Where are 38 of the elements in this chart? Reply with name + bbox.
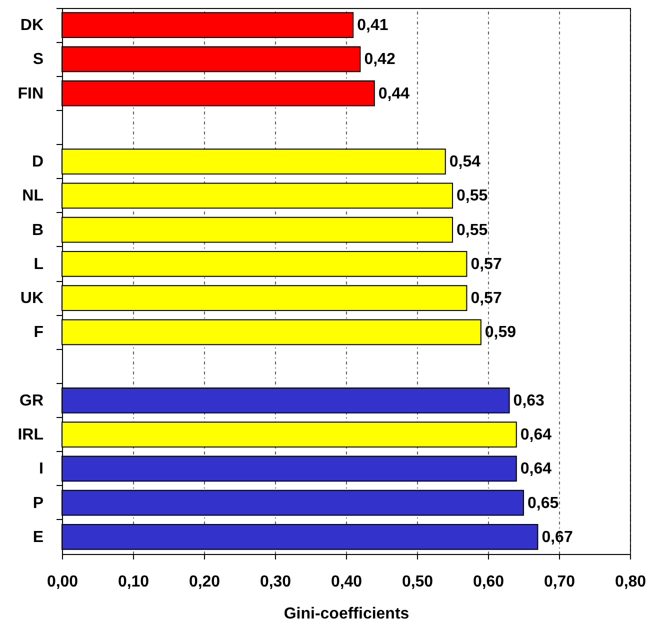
data-label: 0,55 — [456, 222, 488, 239]
y-tick-label: IRL — [18, 426, 44, 444]
y-tick-label: E — [32, 528, 44, 546]
data-label: 0,55 — [456, 188, 488, 205]
y-tick-label: NL — [22, 188, 44, 205]
x-tick-label: 0,70 — [544, 574, 576, 590]
y-tick-label: F — [34, 324, 44, 342]
x-tick-label: 0,20 — [188, 574, 220, 590]
y-tick-label: UK — [20, 290, 44, 308]
data-label: 0,59 — [484, 324, 516, 342]
data-label: 0,64 — [520, 460, 552, 478]
data-label: 0,54 — [449, 154, 481, 171]
data-label: 0,44 — [378, 85, 410, 102]
x-tick-label: 0,00 — [46, 574, 78, 590]
y-tick-label: D — [32, 154, 44, 171]
y-tick-label: GR — [20, 392, 44, 410]
y-tick-label: P — [32, 494, 44, 512]
x-tick-label: 0,50 — [402, 574, 434, 590]
x-tick-label: 0,30 — [260, 574, 292, 590]
data-label: 0,41 — [357, 17, 388, 34]
x-tick-label: 0,10 — [118, 574, 150, 590]
x-tick-label: 0,80 — [614, 574, 646, 590]
x-tick-label: 0,40 — [330, 574, 362, 590]
data-label: 0,42 — [364, 51, 396, 68]
y-tick-label: L — [34, 256, 44, 273]
data-label: 0,57 — [470, 290, 502, 308]
y-tick-label: S — [32, 51, 44, 68]
x-tick-label: 0,60 — [472, 574, 504, 590]
y-tick-label: DK — [20, 17, 44, 34]
y-tick-label: FIN — [18, 85, 44, 102]
data-label: 0,57 — [470, 256, 502, 273]
y-tick-label: B — [32, 222, 44, 239]
data-label: 0,64 — [520, 426, 552, 444]
data-label: 0,65 — [528, 494, 559, 512]
data-label: 0,63 — [513, 392, 545, 410]
data-label: 0,67 — [542, 528, 573, 546]
y-tick-label: I — [39, 460, 44, 478]
x-axis-title: Gini-coefficients — [284, 606, 410, 622]
